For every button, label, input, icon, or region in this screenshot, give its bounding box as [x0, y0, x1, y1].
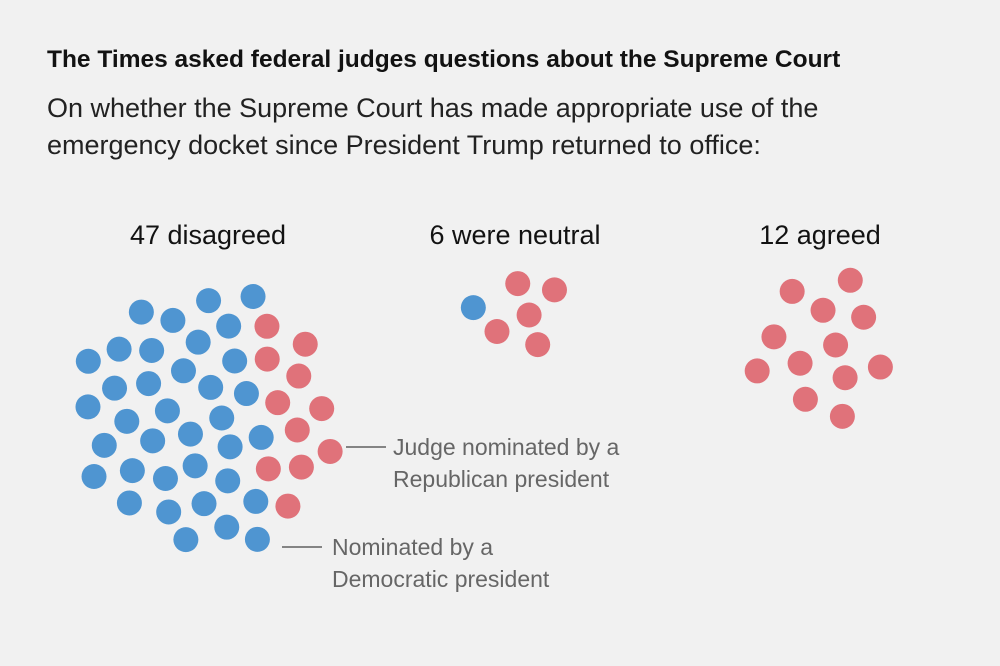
- judge-dot: [460, 295, 486, 321]
- judge-dot: [286, 363, 312, 389]
- judge-dot: [832, 365, 858, 391]
- judge-dot: [106, 336, 132, 362]
- judge-dot: [792, 386, 818, 412]
- judge-dot: [317, 438, 343, 464]
- judge-dot: [233, 381, 259, 407]
- judge-dot: [787, 350, 813, 376]
- judge-dot: [217, 434, 243, 460]
- judge-dot: [173, 527, 199, 553]
- legend-label: Judge nominated by a Republican presiden…: [393, 434, 620, 492]
- judge-dot: [185, 329, 211, 355]
- judge-dot: [198, 374, 224, 400]
- chart-subtitle: On whether the Supreme Court has made ap…: [47, 93, 819, 160]
- judge-dot: [154, 398, 180, 424]
- judge-dot: [779, 278, 805, 304]
- judge-dot: [275, 493, 301, 519]
- judge-dot: [119, 458, 145, 484]
- judge-dot: [829, 403, 855, 429]
- judge-dot: [823, 332, 849, 358]
- judge-dot: [505, 271, 531, 297]
- judge-dot: [288, 454, 314, 480]
- judge-dot: [182, 453, 208, 479]
- judge-dot: [222, 348, 248, 374]
- judge-dot: [75, 394, 101, 420]
- judge-dot: [744, 358, 770, 384]
- judge-dot: [177, 421, 203, 447]
- judge-dot: [140, 428, 166, 454]
- legend-label: Nominated by a Democratic president: [332, 534, 550, 592]
- judge-dot: [255, 456, 281, 482]
- judge-dot: [114, 408, 140, 434]
- judge-dot: [214, 514, 240, 540]
- judge-dot: [136, 371, 162, 397]
- category-label: 6 were neutral: [429, 220, 601, 250]
- judge-dot: [761, 324, 787, 350]
- judge-dot: [810, 297, 836, 323]
- judge-dot: [160, 307, 186, 333]
- judge-dot: [254, 346, 280, 372]
- judge-dot: [243, 488, 269, 514]
- judge-dot: [116, 490, 142, 516]
- category-label: 12 agreed: [759, 220, 881, 250]
- judge-dot: [484, 319, 510, 345]
- judge-dot: [284, 417, 310, 443]
- judge-dot: [309, 396, 335, 422]
- judge-dot: [240, 284, 266, 310]
- judge-dot: [152, 466, 178, 492]
- judge-dot: [265, 390, 291, 416]
- judge-dot: [75, 348, 101, 374]
- judge-dot: [541, 277, 567, 303]
- judge-dot: [248, 424, 274, 450]
- judge-dot: [254, 313, 280, 339]
- category-label: 47 disagreed: [129, 220, 287, 250]
- judge-dot: [244, 526, 270, 552]
- judge-dot: [837, 267, 863, 293]
- judge-dot: [525, 332, 551, 358]
- judge-dot: [215, 468, 241, 494]
- judge-dot: [81, 463, 107, 489]
- judge-dot: [196, 288, 222, 314]
- judge-dot: [128, 299, 154, 325]
- judge-dot: [102, 375, 128, 401]
- judge-dot: [292, 331, 318, 357]
- judge-dot: [170, 358, 196, 384]
- judge-dot: [91, 432, 117, 458]
- judge-dot: [209, 405, 235, 431]
- judge-dot: [139, 337, 165, 363]
- judge-dot: [516, 302, 542, 328]
- judge-dot: [867, 354, 893, 380]
- judge-dot: [191, 491, 217, 517]
- judge-dot: [156, 499, 182, 525]
- judge-dot: [851, 304, 877, 330]
- judge-dot: [216, 313, 242, 339]
- chart-title: The Times asked federal judges questions…: [47, 46, 841, 73]
